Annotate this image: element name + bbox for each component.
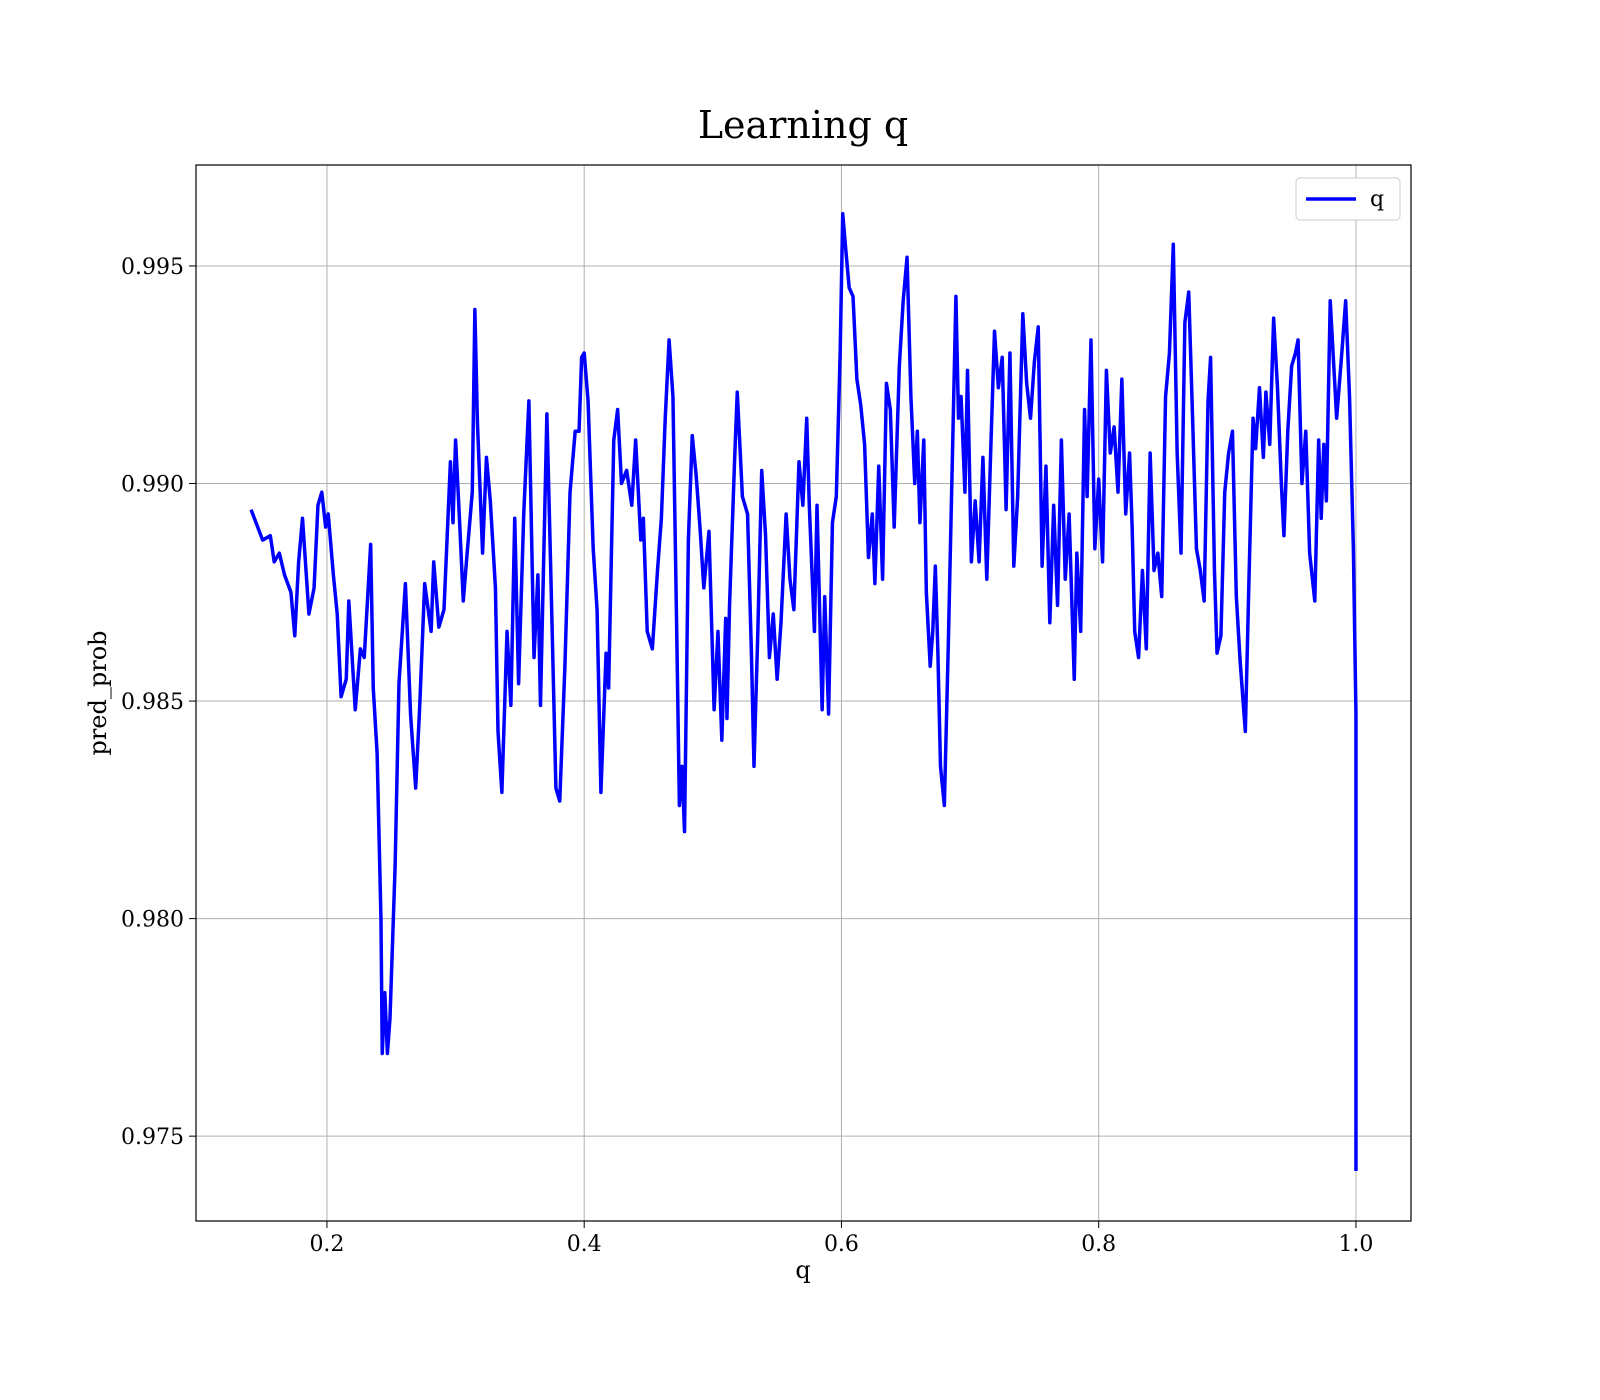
y-axis-label: pred_prob bbox=[84, 630, 112, 755]
data-line bbox=[249, 211, 1358, 1171]
axes-frame bbox=[195, 164, 1412, 1222]
x-tick-label: 0.2 bbox=[309, 1232, 344, 1257]
y-tick-label: 0.975 bbox=[121, 1125, 184, 1150]
legend-label: q bbox=[1370, 187, 1384, 212]
plot-area: 0.2 0.4 0.6 0.8 1.0 0.975 0.980 0.985 0.990 0.995… bbox=[121, 164, 1412, 1257]
x-tick-label: 0.4 bbox=[567, 1232, 602, 1257]
y-tick-label: 0.980 bbox=[121, 908, 184, 933]
x-axis-label: q bbox=[795, 1256, 810, 1284]
x-tick-label: 0.6 bbox=[824, 1232, 859, 1257]
y-tick-label: 0.985 bbox=[121, 690, 184, 715]
x-tick-label: 1.0 bbox=[1338, 1232, 1373, 1257]
chart-title: Learning q bbox=[698, 103, 908, 147]
y-tick-label: 0.995 bbox=[121, 255, 184, 280]
y-tick-label: 0.990 bbox=[121, 472, 184, 497]
x-tick-label: 0.8 bbox=[1081, 1232, 1116, 1257]
